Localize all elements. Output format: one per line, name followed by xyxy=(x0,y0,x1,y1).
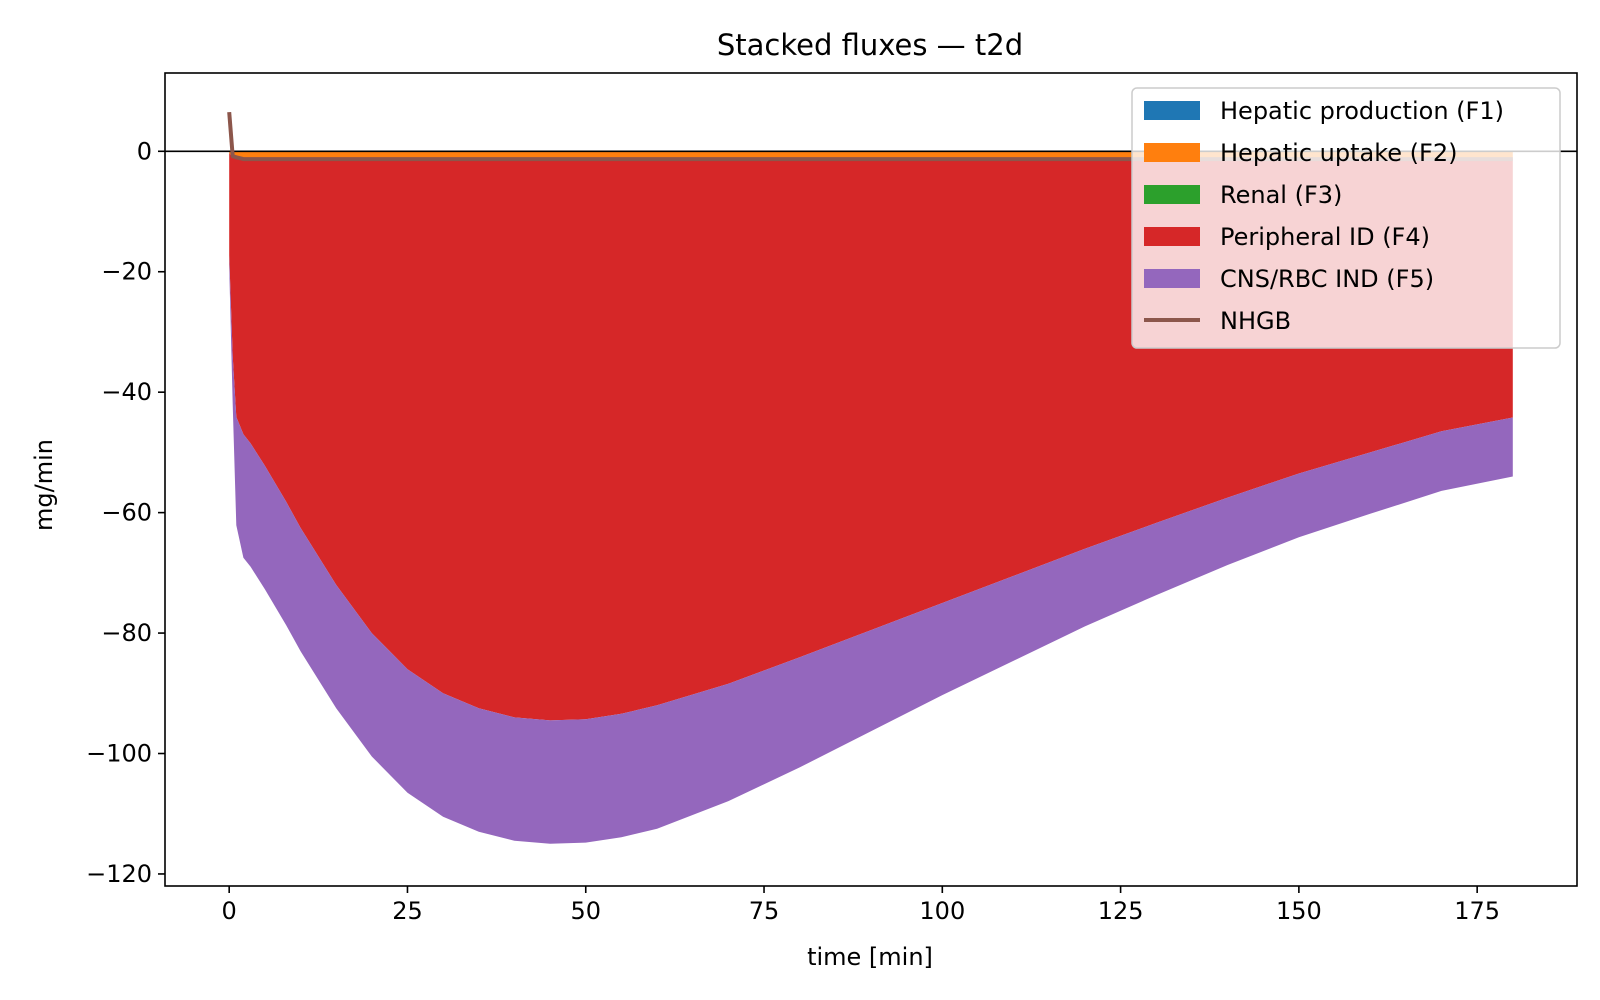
legend: Hepatic production (F1) Hepatic uptake (F… xyxy=(1131,87,1561,349)
x-tick-label: 125 xyxy=(1098,897,1144,925)
y-tick-label: −40 xyxy=(101,378,152,406)
plot-frame xyxy=(164,72,1578,887)
x-tick-label: 25 xyxy=(392,897,423,925)
chart-title: Stacked fluxes — t2d xyxy=(717,28,1023,62)
x-tick-label: 175 xyxy=(1454,897,1500,925)
x-tick-label: 50 xyxy=(570,897,601,925)
legend-swatch-4 xyxy=(1144,269,1200,288)
axes: 0 25 50 75 100 125 150 175 0 −20 −40 −60 −80 −100 −120 xyxy=(86,72,1578,925)
legend-label-2: Renal (F3) xyxy=(1220,181,1342,209)
x-tick-label: 0 xyxy=(222,897,237,925)
x-tick-label: 150 xyxy=(1276,897,1322,925)
y-tick-label: 0 xyxy=(137,137,152,165)
legend-swatch-2 xyxy=(1144,185,1200,204)
legend-swatch-0 xyxy=(1144,101,1200,120)
legend-swatch-1 xyxy=(1144,143,1200,162)
y-tick-label: −60 xyxy=(101,499,152,527)
y-tick-label: −120 xyxy=(86,860,152,888)
legend-label-5: NHGB xyxy=(1220,307,1291,335)
legend-box xyxy=(1131,87,1561,349)
x-tick-label: 100 xyxy=(919,897,965,925)
y-tick-label: −100 xyxy=(86,740,152,768)
y-tick-label: −80 xyxy=(101,619,152,647)
legend-label-4: CNS/RBC IND (F5) xyxy=(1220,265,1434,293)
y-axis-label: mg/min xyxy=(30,439,58,531)
legend-label-1: Hepatic uptake (F2) xyxy=(1220,139,1457,167)
series-area-4 xyxy=(229,255,1513,844)
x-axis-label: time [min] xyxy=(807,943,933,971)
legend-swatch-3 xyxy=(1144,227,1200,246)
y-tick-label: −20 xyxy=(101,258,152,286)
legend-label-3: Peripheral ID (F4) xyxy=(1220,223,1430,251)
legend-label-0: Hepatic production (F1) xyxy=(1220,97,1504,125)
x-tick-label: 75 xyxy=(749,897,780,925)
